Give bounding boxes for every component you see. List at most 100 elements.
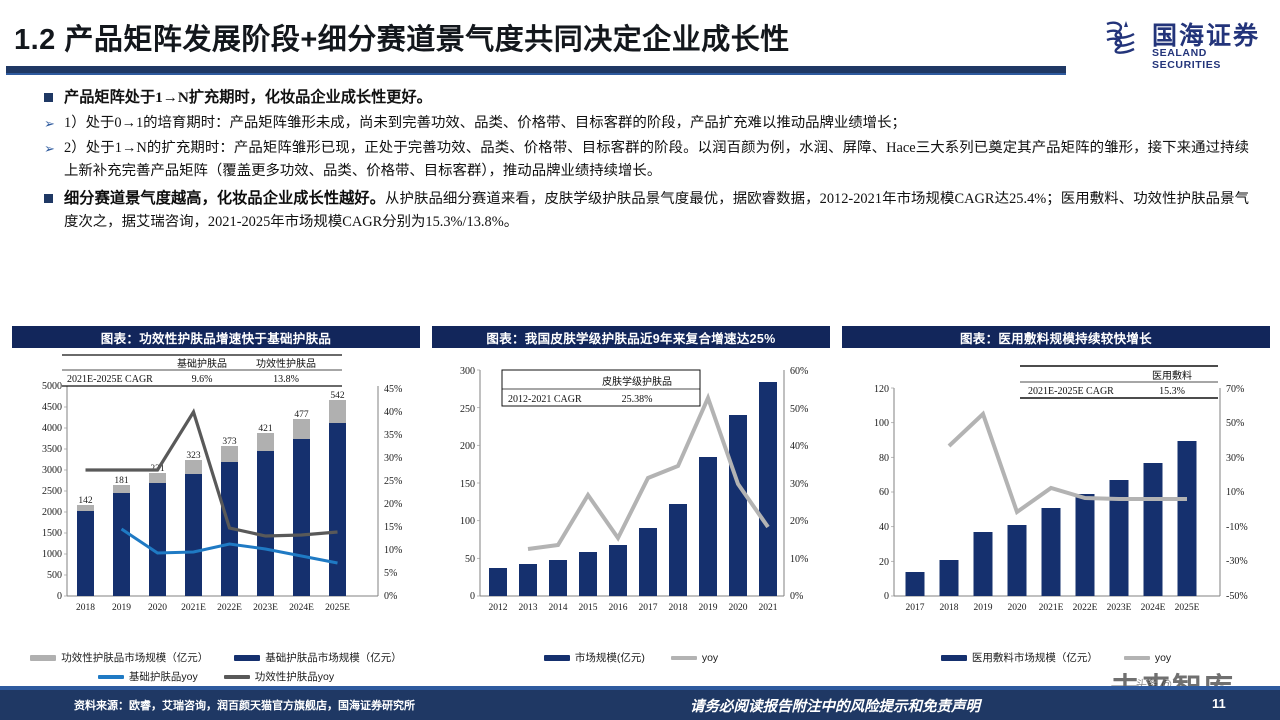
svg-text:2025E: 2025E — [325, 603, 350, 613]
legend-label: yoy — [701, 651, 719, 664]
chart-3: 图表：医用敷料规模持续较快增长 0 20 40 60 80 100 120 — [842, 326, 1270, 665]
legend-label: 医用敷料市场规模（亿元） — [971, 652, 1098, 664]
svg-text:4000: 4000 — [42, 423, 62, 434]
svg-text:250: 250 — [460, 404, 475, 415]
svg-text:2020: 2020 — [148, 603, 167, 613]
legend-swatch — [543, 654, 570, 661]
svg-text:20: 20 — [879, 557, 889, 568]
svg-text:2500: 2500 — [42, 486, 62, 497]
svg-text:20%: 20% — [790, 516, 808, 527]
legend-label: 市场规模(亿元) — [574, 652, 645, 664]
svg-text:1000: 1000 — [42, 549, 62, 560]
chart-2: 图表：我国皮肤学级护肤品近9年来复合增速达25% 0 50 100 150 200 2… — [432, 326, 830, 665]
bullet-2-block: 细分赛道景气度越高，化妆品企业成长性越好。从护肤品细分赛道来看，皮肤学级护肤品景… — [64, 187, 1249, 234]
svg-text:100: 100 — [460, 516, 475, 527]
legend-item: 医用敷料市场规模（亿元） — [940, 650, 1098, 665]
svg-text:25%: 25% — [384, 476, 402, 487]
footer-rule — [0, 686, 1280, 690]
chart-2-plot: 0 50 100 150 200 250 300 0% 10% 20% 30% 40% 50… — [432, 348, 830, 648]
legend-swatch — [97, 674, 124, 679]
svg-text:373: 373 — [222, 437, 237, 447]
svg-text:皮肤学级护肤品: 皮肤学级护肤品 — [602, 375, 672, 388]
chart-1-svg: 0 500 1000 1500 2000 2500 3000 3500 4000 4500… — [42, 354, 402, 613]
svg-text:0%: 0% — [384, 591, 397, 602]
header-rule — [6, 66, 1066, 73]
svg-text:50%: 50% — [1226, 418, 1244, 429]
svg-text:50%: 50% — [790, 404, 808, 415]
chart-2-svg: 0 50 100 150 200 250 300 0% 10% 20% 30% 40% 50… — [460, 366, 808, 613]
chart-1-plot: 0 500 1000 1500 2000 2500 3000 3500 4000 4500… — [12, 348, 420, 648]
svg-text:-10%: -10% — [1226, 522, 1248, 533]
svg-text:0: 0 — [884, 591, 889, 602]
sub-point-1: ➢ 1）处于0→1的培育期时：产品矩阵雏形未成，尚未到完善功效、品类、价格带、目… — [44, 112, 1249, 135]
legend-label: 功效性护肤品市场规模（亿元） — [61, 652, 209, 664]
svg-text:2022E: 2022E — [1073, 603, 1098, 613]
svg-text:15%: 15% — [384, 522, 402, 533]
legend-label: yoy — [1154, 651, 1172, 664]
svg-text:200: 200 — [460, 441, 475, 452]
svg-text:2018: 2018 — [76, 603, 95, 613]
svg-text:2021: 2021 — [759, 603, 778, 613]
svg-text:60%: 60% — [790, 366, 808, 377]
svg-text:5%: 5% — [384, 568, 397, 579]
svg-text:2019: 2019 — [112, 603, 131, 613]
sealand-logo-icon — [1106, 21, 1135, 54]
svg-text:2023E: 2023E — [1107, 603, 1132, 613]
svg-text:323: 323 — [186, 451, 201, 461]
bullet-point-1: 产品矩阵处于1→N扩充期时，化妆品企业成长性更好。 — [44, 86, 1249, 110]
chart-3-legend: 医用敷料市场规模（亿元） yoy — [842, 648, 1270, 665]
square-bullet-icon — [44, 193, 53, 203]
arrow-bullet-icon: ➢ — [44, 140, 55, 156]
page-number: 11 — [1212, 696, 1226, 711]
svg-text:181: 181 — [114, 476, 129, 486]
header-rule-secondary — [6, 73, 1066, 75]
legend-label: 功效性护肤品yoy — [254, 671, 335, 683]
legend-item: yoy — [670, 650, 719, 665]
chart-2-legend: 市场规模(亿元) yoy — [432, 648, 830, 665]
svg-text:4500: 4500 — [42, 402, 62, 413]
svg-text:500: 500 — [47, 570, 62, 581]
svg-text:150: 150 — [460, 479, 475, 490]
bullet-2-bold: 细分赛道景气度越高，化妆品企业成长性越好。 — [64, 189, 385, 207]
chart-3-svg: 0 20 40 60 80 100 120 -50% -30% -10% 10% 30% 5… — [874, 365, 1248, 613]
chart-1-title: 图表：功效性护肤品增速快于基础护肤品 — [12, 326, 420, 348]
svg-text:医用敷料: 医用敷料 — [1152, 369, 1192, 382]
svg-text:40%: 40% — [384, 407, 402, 418]
svg-text:2022E: 2022E — [217, 603, 242, 613]
legend-swatch — [234, 654, 261, 661]
svg-text:100: 100 — [874, 418, 889, 429]
svg-text:3000: 3000 — [42, 465, 62, 476]
svg-text:5000: 5000 — [42, 381, 62, 392]
legend-swatch — [30, 654, 57, 661]
legend-item: 功效性护肤品yoy — [223, 669, 335, 684]
svg-text:2021E-2025E CAGR: 2021E-2025E CAGR — [1028, 386, 1114, 397]
chart-3-plot: 0 20 40 60 80 100 120 -50% -30% -10% 10% 30% 5… — [842, 348, 1270, 648]
svg-text:45%: 45% — [384, 384, 402, 395]
arrow-bullet-icon: ➢ — [44, 115, 55, 131]
svg-text:35%: 35% — [384, 430, 402, 441]
svg-text:20%: 20% — [384, 499, 402, 510]
svg-text:10%: 10% — [790, 554, 808, 565]
legend-item: 基础护肤品yoy — [97, 669, 198, 684]
legend-swatch — [223, 674, 250, 679]
svg-text:2012: 2012 — [489, 603, 508, 613]
legend-swatch — [940, 654, 967, 661]
svg-text:477: 477 — [294, 410, 309, 420]
svg-text:120: 120 — [874, 384, 889, 395]
svg-text:30%: 30% — [384, 453, 402, 464]
svg-text:2016: 2016 — [609, 603, 628, 613]
svg-text:2021E: 2021E — [181, 603, 206, 613]
legend-label: 基础护肤品市场规模（亿元） — [265, 652, 402, 664]
svg-text:2018: 2018 — [669, 603, 688, 613]
svg-text:2020: 2020 — [729, 603, 748, 613]
svg-text:70%: 70% — [1226, 384, 1244, 395]
svg-text:2021E-2025E CAGR: 2021E-2025E CAGR — [67, 374, 153, 385]
svg-text:300: 300 — [460, 366, 475, 377]
svg-text:2024E: 2024E — [1141, 603, 1166, 613]
svg-text:50: 50 — [465, 554, 475, 565]
svg-text:功效性护肤品: 功效性护肤品 — [256, 357, 316, 370]
svg-text:3500: 3500 — [42, 444, 62, 455]
chart-2-title: 图表：我国皮肤学级护肤品近9年来复合增速达25% — [432, 326, 830, 348]
legend-swatch — [1123, 655, 1150, 660]
